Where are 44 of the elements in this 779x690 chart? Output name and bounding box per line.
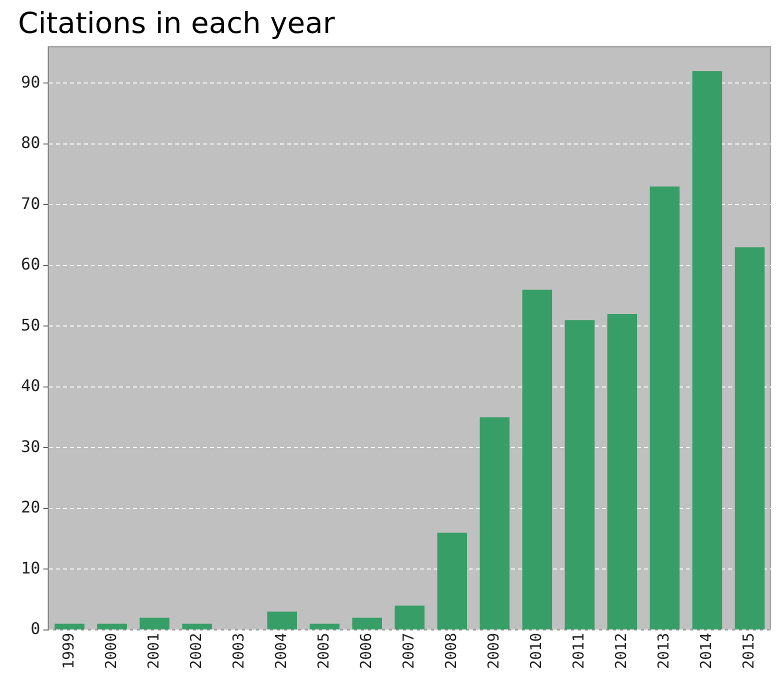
x-tick-label: 2015: [740, 632, 758, 669]
x-tick-label: 2008: [442, 632, 460, 669]
x-tick-label: 2001: [144, 632, 162, 669]
bar: [54, 624, 84, 630]
bar: [267, 612, 297, 630]
x-tick-label: 2011: [570, 632, 588, 669]
y-tick-label: 60: [21, 254, 40, 274]
x-tick-label: 2009: [484, 632, 503, 669]
bar: [437, 532, 468, 630]
x-tick-label: 2010: [527, 632, 546, 669]
y-tick-label: 20: [21, 498, 40, 517]
y-tick-label: 40: [21, 376, 40, 396]
bar: [310, 624, 340, 630]
chart-title: Citations in each year: [18, 6, 335, 40]
bar: [394, 606, 425, 630]
x-tick-label: 2013: [654, 632, 673, 669]
x-tick-label: 2007: [400, 632, 418, 669]
x-tick-label: 2004: [272, 632, 290, 669]
y-tick-label: 90: [21, 72, 40, 92]
bar: [97, 624, 127, 630]
y-tick-label: 30: [21, 436, 40, 456]
y-tick-label: 0: [30, 619, 40, 638]
bar: [607, 314, 638, 630]
x-tick-label: 2014: [697, 632, 716, 669]
bar: [692, 71, 722, 630]
y-tick-label: 80: [21, 133, 40, 152]
bar: [522, 290, 552, 630]
x-tick-label: 2000: [102, 632, 120, 669]
y-tick-label: 10: [21, 558, 40, 578]
bar: [480, 417, 510, 630]
x-tick-label: 1999: [59, 632, 78, 669]
bar: [564, 320, 595, 630]
y-tick-label: 50: [21, 315, 40, 334]
x-tick-label: 2012: [612, 632, 630, 669]
x-tick-label: 2006: [357, 632, 376, 669]
bar: [352, 618, 382, 630]
bar: [140, 618, 170, 630]
x-tick-label: 2005: [314, 632, 332, 669]
bar: [650, 186, 680, 630]
x-tick-label: 2002: [186, 632, 205, 669]
x-tick-label: 2003: [229, 632, 248, 669]
bar: [182, 624, 212, 630]
y-tick-label: 70: [21, 194, 40, 213]
bar: [734, 247, 765, 630]
